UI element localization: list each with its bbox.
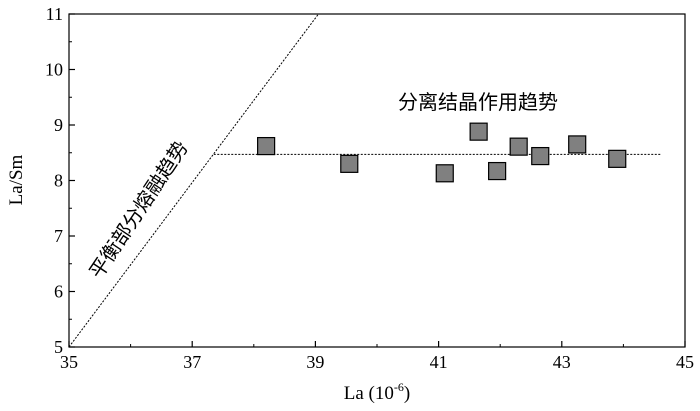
y-tick-label: 10 (45, 60, 63, 80)
data-point-8 (568, 135, 587, 154)
x-tick-label: 35 (60, 352, 78, 372)
x-axis-title-close: ) (404, 383, 410, 404)
data-point-2 (340, 154, 359, 173)
x-tick-label: 41 (430, 352, 448, 372)
y-axis-title: La/Sm (6, 154, 27, 205)
x-tick-label: 45 (676, 352, 694, 372)
x-axis-title: La (10-6) (344, 380, 410, 404)
partial-melting-trend-line (68, 13, 319, 348)
data-point-7 (531, 146, 550, 166)
y-tick-label: 9 (54, 115, 63, 135)
y-tick-label: 7 (54, 226, 63, 246)
y-tick-label: 11 (46, 4, 63, 24)
x-tick-label: 39 (306, 352, 324, 372)
y-tick-label: 6 (54, 282, 63, 302)
data-point-6 (509, 137, 528, 156)
y-tick-label: 8 (54, 171, 63, 191)
data-point-3 (435, 164, 454, 183)
y-tick-label: 5 (54, 337, 63, 357)
partial-melting-label: 平衡部分熔融趋势 (84, 136, 193, 282)
data-point-4 (469, 122, 488, 141)
data-points (257, 122, 627, 183)
fractional-crystallization-label: 分离结晶作用趋势 (398, 90, 558, 114)
x-axis-title-exponent: -6 (394, 380, 404, 394)
data-point-9 (608, 149, 627, 168)
data-point-5 (488, 161, 507, 181)
y-axis-ticks: 5 6 7 8 9 10 11 (45, 4, 75, 357)
x-axis-title-main: La (10 (344, 383, 394, 404)
x-axis-ticks: 35 37 39 41 43 45 (60, 341, 694, 372)
data-point-1 (257, 136, 276, 156)
x-tick-label: 37 (183, 352, 201, 372)
x-tick-label: 43 (553, 352, 571, 372)
trend-lines (68, 13, 661, 348)
